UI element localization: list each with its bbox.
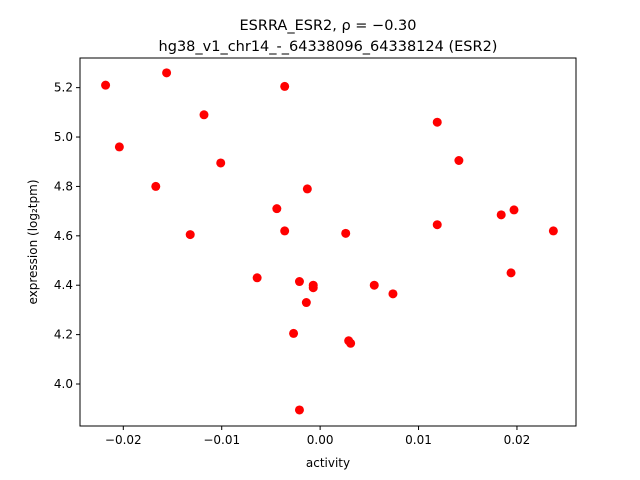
y-axis-label: expression (log₂tpm) <box>26 179 40 304</box>
data-point-2 <box>280 81 290 91</box>
data-point-21 <box>388 289 398 299</box>
data-point-11 <box>341 228 351 238</box>
data-point-5 <box>216 158 226 168</box>
x-tick-label-3: 0.01 <box>405 433 432 447</box>
y-tick-label-5: 5.0 <box>54 130 73 144</box>
data-point-28 <box>506 268 516 278</box>
data-point-3 <box>199 110 209 120</box>
data-point-19 <box>346 338 356 348</box>
x-tick-label-1: −0.01 <box>203 433 240 447</box>
data-point-1 <box>162 68 172 78</box>
chart-title-line2: hg38_v1_chr14_-_64338096_64338124 (ESR2) <box>159 39 498 55</box>
data-point-7 <box>302 184 312 194</box>
data-points <box>101 68 558 415</box>
x-tick-label-2: 0.00 <box>307 433 334 447</box>
y-tick-label-3: 4.6 <box>54 229 73 243</box>
data-point-4 <box>114 142 124 152</box>
y-tick-label-2: 4.4 <box>54 278 73 292</box>
data-point-9 <box>280 226 290 236</box>
data-point-27 <box>509 205 519 215</box>
data-point-17 <box>289 328 299 338</box>
data-point-24 <box>454 155 464 165</box>
data-point-6 <box>151 181 161 191</box>
data-point-10 <box>185 230 195 240</box>
x-axis-ticks: −0.02 −0.01 0.00 0.01 0.02 <box>105 426 530 447</box>
data-point-0 <box>101 80 111 90</box>
x-tick-label-4: 0.02 <box>504 433 531 447</box>
data-point-23 <box>432 117 442 127</box>
y-tick-label-4: 4.8 <box>54 179 73 193</box>
data-point-15 <box>308 283 318 293</box>
x-axis-label: activity <box>306 456 350 470</box>
data-point-22 <box>294 405 304 415</box>
y-tick-label-0: 4.0 <box>54 377 73 391</box>
y-tick-label-6: 5.2 <box>54 81 73 95</box>
data-point-13 <box>294 277 304 287</box>
y-tick-label-1: 4.2 <box>54 328 73 342</box>
data-point-29 <box>548 226 558 236</box>
y-axis-ticks: 4.0 4.2 4.4 4.6 4.8 5.0 5.2 <box>54 81 80 391</box>
data-point-16 <box>301 298 311 308</box>
plot-frame <box>79 57 577 427</box>
data-point-26 <box>496 210 506 220</box>
data-point-25 <box>432 220 442 230</box>
data-point-8 <box>272 204 282 214</box>
x-tick-label-0: −0.02 <box>105 433 142 447</box>
data-point-20 <box>369 280 379 290</box>
chart-title-line1: ESRRA_ESR2, ρ = −0.30 <box>240 18 417 34</box>
data-point-12 <box>252 273 262 283</box>
